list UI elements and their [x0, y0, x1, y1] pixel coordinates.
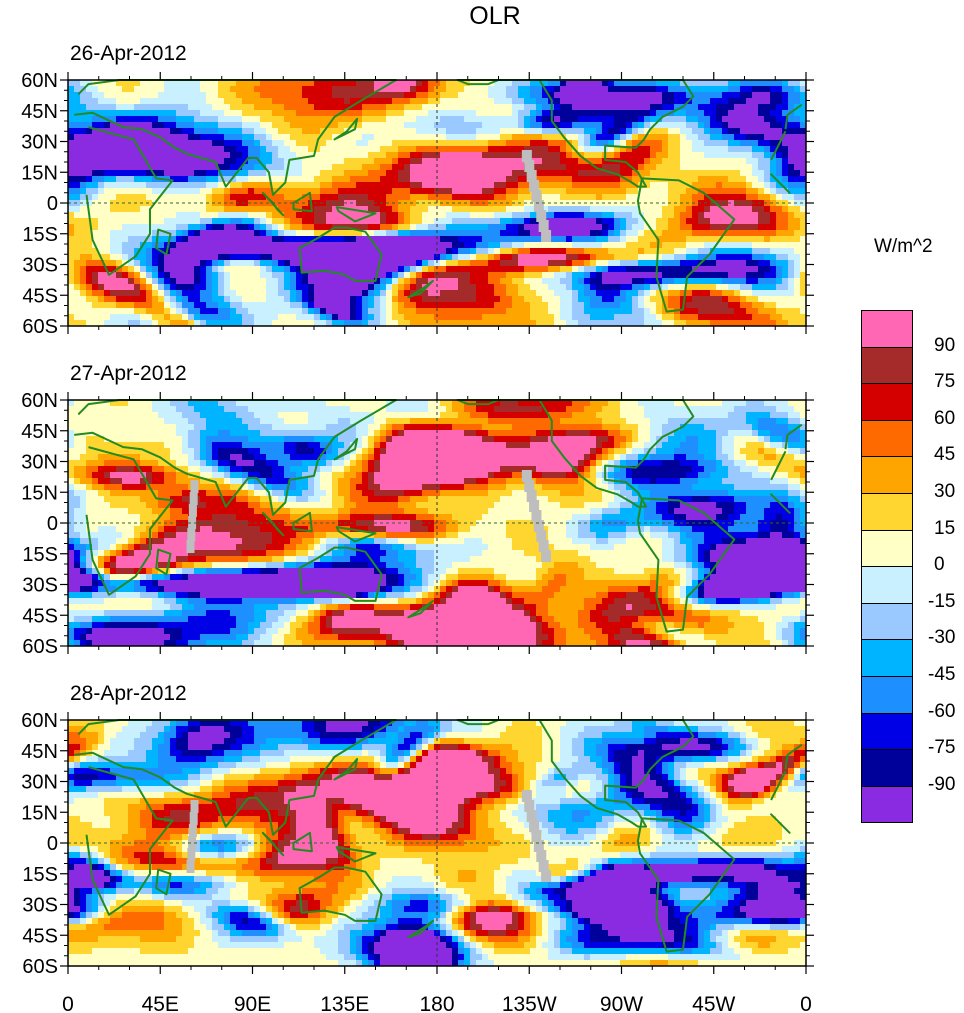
y-tick-label: 15N	[21, 482, 58, 504]
y-tick-label: 45S	[22, 925, 58, 947]
y-tick-label: 45S	[22, 605, 58, 627]
y-tick-label: 60N	[21, 710, 58, 732]
colorbar-label: 30	[934, 481, 956, 502]
x-tick-label: 180	[419, 993, 454, 1013]
colorbar-label: 0	[934, 554, 945, 576]
x-tick-label: 0	[800, 993, 812, 1013]
panel-2-date: 27-Apr-2012	[70, 362, 187, 385]
x-tick-label: 135W	[502, 993, 557, 1013]
colorbar-swatch	[861, 346, 913, 385]
map-panel-3: 60N 45N 30N 15N 0 15S 30S 45S 60S	[21, 710, 814, 978]
y-tick-label: 0	[47, 193, 58, 215]
y-tick-label: 45N	[21, 101, 58, 123]
y-tick-label: 30N	[21, 452, 58, 474]
colorbar-label: 15	[934, 517, 956, 539]
y-tick-label: 15N	[21, 162, 58, 184]
y-tick-label: 45N	[21, 741, 58, 763]
y-tick-label: 30N	[21, 132, 58, 154]
colorbar-swatch	[861, 310, 913, 348]
colorbar-swatch	[861, 676, 913, 714]
colorbar-swatch	[861, 383, 913, 421]
panel-1-date: 26-Apr-2012	[70, 42, 187, 65]
map-panel-1: 60N 45N 30N 15N 0 15S 30S 45S 60S	[21, 70, 814, 338]
colorbar-swatch	[861, 712, 913, 751]
y-tick-label: 15S	[22, 864, 58, 886]
x-tick-label: 90W	[600, 993, 643, 1013]
y-tick-label: 15S	[22, 224, 58, 246]
colorbar-label: -30	[928, 627, 956, 649]
map-panel-2: 60N 45N 30N 15N 0 15S 30S 45S 60S	[21, 390, 814, 658]
colorbar-label: -90	[928, 773, 956, 795]
x-tick-label: 45E	[142, 993, 179, 1013]
colorbar-swatch	[861, 419, 913, 458]
colorbar-swatch	[861, 529, 913, 568]
x-tick-label: 135E	[320, 993, 369, 1013]
colorbar-swatch	[861, 456, 913, 494]
y-tick-label: 60S	[22, 636, 58, 658]
y-tick-label: 0	[47, 513, 58, 535]
y-tick-label: 15S	[22, 544, 58, 566]
panel-3-date: 28-Apr-2012	[70, 682, 187, 705]
colorbar-label: -75	[928, 737, 956, 759]
x-tick-label: 90E	[234, 993, 271, 1013]
y-tick-label: 15N	[21, 802, 58, 824]
colorbar-label: 60	[934, 407, 956, 429]
colorbar-swatch	[861, 749, 913, 787]
chart-title: OLR	[469, 2, 521, 30]
colorbar-label: -15	[928, 590, 956, 612]
y-tick-label: 30N	[21, 772, 58, 794]
colorbar-label: 90	[934, 334, 956, 356]
y-tick-label: 0	[47, 833, 58, 855]
x-tick-label: 45W	[692, 993, 735, 1013]
colorbar-label: -60	[928, 700, 956, 722]
y-tick-label: 45N	[21, 421, 58, 443]
y-tick-label: 30S	[22, 255, 58, 277]
y-tick-label: 45S	[22, 285, 58, 307]
y-tick-label: 60S	[22, 956, 58, 978]
colorbar-label: -45	[928, 664, 956, 685]
colorbar-swatch	[861, 566, 913, 604]
colorbar-swatch	[861, 639, 913, 677]
colorbar-swatch	[861, 602, 913, 641]
colorbar-swatch	[861, 493, 913, 531]
colorbar-label: 75	[934, 371, 956, 393]
x-tick-label: 0	[62, 993, 74, 1013]
colorbar-label: 45	[934, 444, 956, 466]
y-tick-label: 60S	[22, 316, 58, 338]
y-tick-label: 60N	[21, 70, 58, 92]
y-tick-label: 60N	[21, 390, 58, 412]
colorbar-units: W/m^2	[874, 236, 933, 257]
colorbar-swatch	[861, 785, 913, 824]
y-tick-label: 30S	[22, 895, 58, 917]
y-tick-label: 30S	[22, 575, 58, 597]
